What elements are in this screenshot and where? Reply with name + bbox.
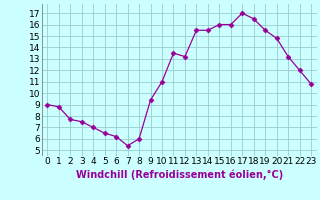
X-axis label: Windchill (Refroidissement éolien,°C): Windchill (Refroidissement éolien,°C) <box>76 169 283 180</box>
